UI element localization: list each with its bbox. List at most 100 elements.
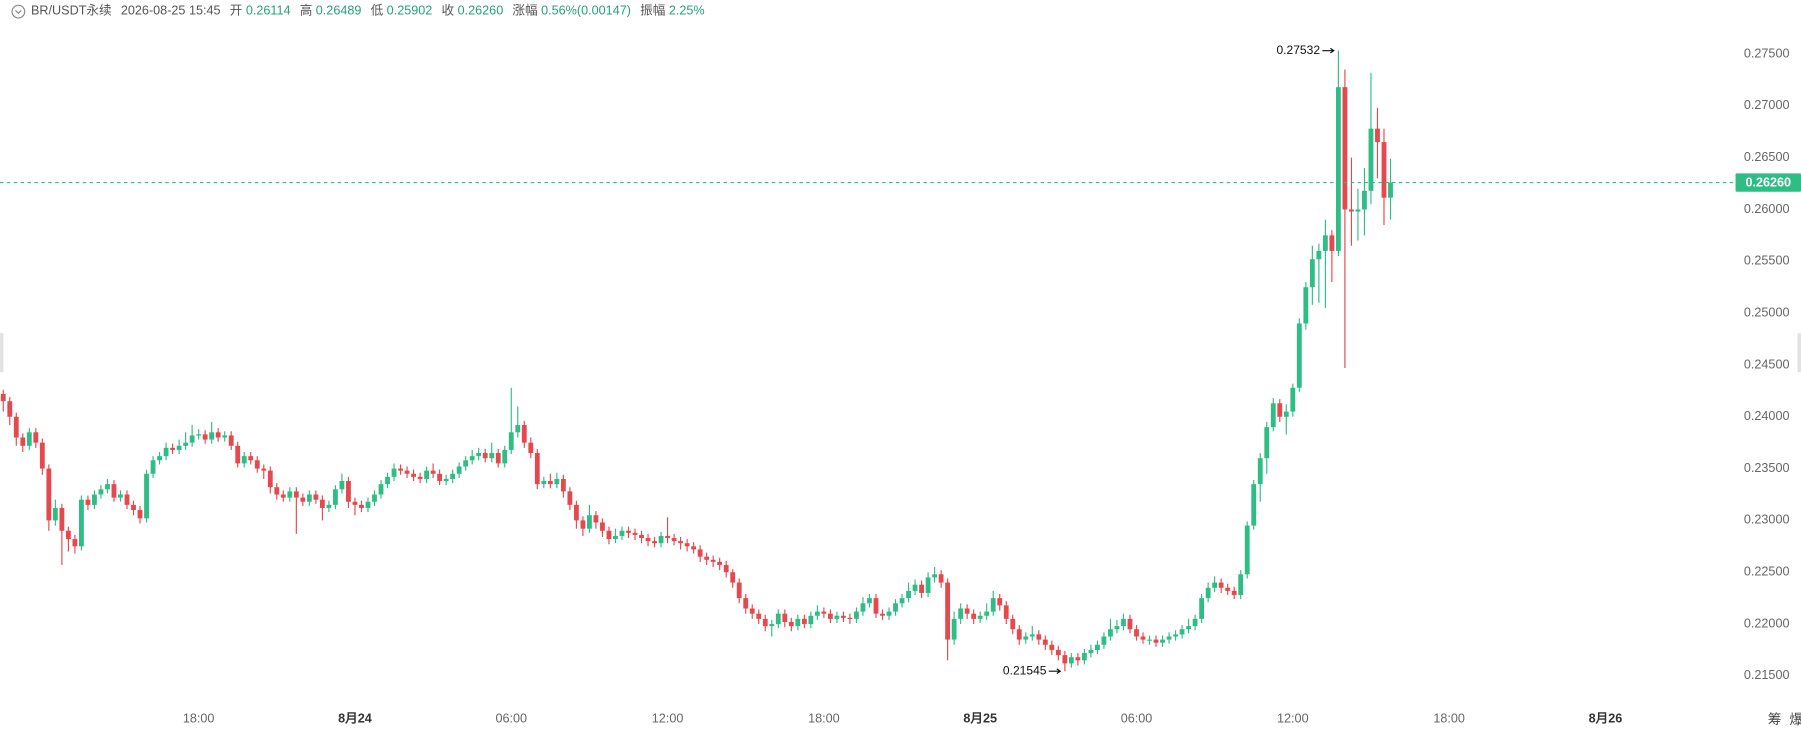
candle-body <box>346 481 351 502</box>
candle-body <box>398 468 403 471</box>
candle-body <box>261 468 267 471</box>
candle-body <box>1277 403 1283 417</box>
candle-body <box>958 608 964 619</box>
field-label: 开 <box>230 4 243 18</box>
candle-body <box>293 491 299 498</box>
candle-body <box>788 621 794 627</box>
candle-body <box>1023 636 1029 640</box>
right-handle[interactable] <box>1797 333 1801 373</box>
candle-body <box>1062 655 1068 664</box>
extreme-label: 0.21545 <box>1003 663 1047 677</box>
candle-body <box>710 559 716 562</box>
candle-body <box>131 504 136 511</box>
x-tick-label: 8月25 <box>963 711 997 725</box>
y-tick-label: 0.24000 <box>1744 409 1790 423</box>
candle-body <box>1075 657 1081 661</box>
candle-body <box>1042 639 1048 645</box>
candle-body <box>645 538 651 542</box>
candle-body <box>580 520 586 529</box>
extreme-label: 0.27532 <box>1276 43 1320 57</box>
field-value: 0.26114 <box>246 4 291 18</box>
candle-body <box>977 615 983 619</box>
candle-body <box>495 453 501 464</box>
y-tick-label: 0.26000 <box>1744 202 1790 216</box>
plot-area: 0.21500 0.22000 0.22500 0.23000 0.23500 0.240… <box>0 43 1801 725</box>
chevron[interactable] <box>15 10 22 15</box>
candle-body <box>241 456 247 464</box>
candle-body <box>860 603 866 612</box>
candle-body <box>912 584 918 591</box>
x-tick-label: 06:00 <box>1121 711 1153 725</box>
extreme-arrow <box>1322 47 1335 54</box>
candle-body <box>919 584 924 593</box>
candle-body <box>1375 128 1380 143</box>
candle-body <box>1049 644 1055 650</box>
candle-body <box>144 473 149 519</box>
candle-body <box>118 494 123 498</box>
left-handle[interactable] <box>0 333 4 373</box>
candle-body <box>306 494 312 502</box>
field-value: 0.26489 <box>316 4 362 18</box>
candle-body <box>984 611 990 616</box>
candle-body <box>573 504 579 521</box>
candle-body <box>228 435 234 446</box>
candle-body <box>235 445 241 464</box>
candle-body <box>437 473 443 482</box>
candle-body <box>1199 598 1205 619</box>
last-price-tag <box>1735 173 1801 192</box>
field-value: 0.26260 <box>458 4 504 18</box>
candle-body <box>326 504 332 508</box>
candle-body <box>248 456 254 461</box>
candle-body <box>1225 587 1231 591</box>
candle-body <box>1153 639 1159 643</box>
candle-body <box>202 434 208 440</box>
candle-body <box>1186 626 1192 630</box>
candle-body <box>821 611 827 614</box>
candle-body <box>619 530 625 536</box>
candle-body <box>1101 636 1107 645</box>
candle-body <box>1270 403 1276 428</box>
candle-body <box>352 501 358 505</box>
candle-body <box>691 546 697 550</box>
candle-body <box>782 613 788 622</box>
y-tick-label: 0.25500 <box>1744 254 1790 268</box>
candle-body <box>359 504 364 508</box>
candle-body <box>92 494 97 505</box>
candle-body <box>1283 411 1289 417</box>
candle-body <box>515 425 521 433</box>
x-tick-label: 18:00 <box>1433 711 1465 725</box>
ohlc-header: BR/USDT永续 2026-08-25 15:45 开 0.26114 高 0.2648… <box>31 3 705 18</box>
candle-body <box>808 615 814 625</box>
y-tick-label: 0.21500 <box>1744 668 1790 682</box>
candle-body <box>1388 182 1393 198</box>
candle-body <box>1029 634 1035 637</box>
collapse-button[interactable] <box>11 4 26 19</box>
candle-body <box>52 507 58 521</box>
y-tick-label: 0.22500 <box>1744 565 1790 579</box>
candle-body <box>26 432 32 446</box>
candle-body <box>137 510 143 519</box>
candle-body <box>854 611 859 619</box>
symbol: BR/USDT永续 <box>31 4 112 18</box>
x-tick-label: 8月24 <box>338 711 372 725</box>
candle-body <box>1349 209 1354 212</box>
candle-body <box>749 608 755 614</box>
candle-body <box>1296 323 1302 388</box>
candle-body <box>385 476 390 485</box>
field-label: 振幅 <box>640 4 665 18</box>
field-value: 0.56%(0.00147) <box>541 4 631 18</box>
candle-body <box>157 456 162 461</box>
toolbar-button[interactable]: 筹 <box>1768 711 1782 727</box>
toolbar-button[interactable]: 爆 <box>1790 712 1801 727</box>
candle-body <box>287 491 293 498</box>
candle-body <box>196 434 202 436</box>
candle-body <box>424 470 430 479</box>
candle-body <box>1095 644 1100 650</box>
candle-body <box>404 470 410 474</box>
candle-body <box>925 577 931 593</box>
y-tick-label: 0.27000 <box>1744 98 1790 112</box>
collapse-icon[interactable] <box>11 4 26 19</box>
candle-body <box>391 468 397 477</box>
field-value: 0.25902 <box>387 4 433 18</box>
